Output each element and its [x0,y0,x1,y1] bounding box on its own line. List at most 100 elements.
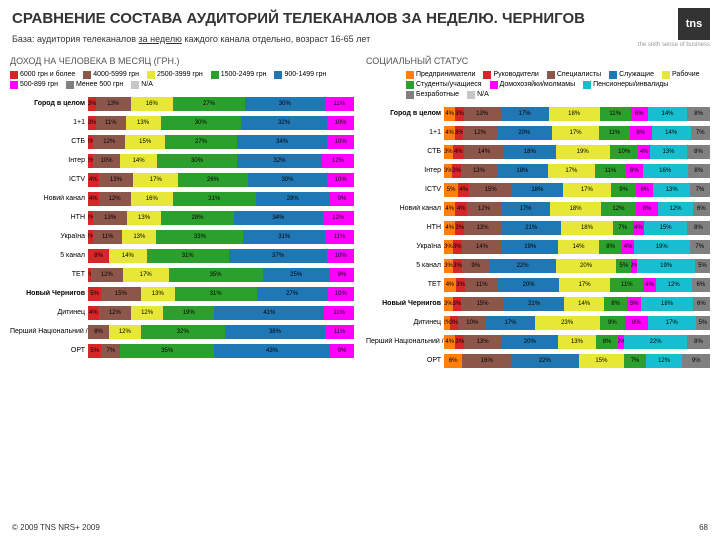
chart-row: 5 канал3%3%9%22%20%5%2%19%5% [366,257,710,275]
bar-segment: 19% [637,259,694,273]
legend-item: Безработные [406,91,459,99]
bar-segment: 5% [695,259,710,273]
chart-row: Дитинец2%3%10%17%23%9%8%17%5% [366,314,710,332]
bar-segment: 17% [501,202,550,216]
bar-segment: 6% [631,107,648,121]
bar-segment: 30% [157,154,237,168]
bar-segment: 3% [444,164,452,178]
chart-row: Інтер2%10%14%30%32%12% [10,152,354,170]
legend-label: Руководители [493,71,538,78]
bar-segment: 19% [556,145,610,159]
bar-segment: 10% [610,145,639,159]
bar-segment: 17% [501,107,549,121]
bar-segment: 16% [131,97,174,111]
bar-segment: 22% [624,335,687,349]
row-label: 1+1 [10,119,88,126]
stacked-bar: 5%15%13%31%27%10% [88,287,354,301]
row-label: Новий канал [366,205,444,212]
bar-segment: 28% [161,211,234,225]
bar-segment: 35% [169,268,263,282]
bar-segment: 23% [535,316,600,330]
bar-segment: 11% [595,164,626,178]
bar-segment: 17% [563,183,611,197]
bar-segment: 31% [147,249,229,263]
bar-segment: 17% [133,173,178,187]
chart-row: НТН4%3%13%21%18%7%4%15%8% [366,219,710,237]
bar-segment: 22% [511,354,578,368]
bar-segment: 13% [464,335,501,349]
bar-segment: 32% [241,116,327,130]
right-chart: Город в целом4%3%13%17%18%11%6%14%8%1+14… [366,105,710,370]
bar-segment: 27% [257,287,328,301]
row-label: Дитинец [10,309,88,316]
stacked-bar: 1%12%17%35%25%9% [88,268,354,282]
bar-segment: 4% [444,202,455,216]
legend-label: Домохозяйки/молмамы [500,81,576,88]
bar-segment: 31% [175,287,257,301]
row-label: Інтер [366,167,444,174]
chart-row: Новий канал4%4%12%17%18%12%8%12%6% [366,200,710,218]
stacked-bar: 4%3%12%20%17%11%8%14%7% [444,126,710,140]
bar-segment: 10% [327,249,354,263]
stacked-bar: 3%3%14%19%14%8%4%19%7% [444,240,710,254]
bar-segment: 20% [556,259,616,273]
bar-segment: 28% [256,192,330,206]
bar-segment: 4% [88,306,99,320]
bar-segment: 13% [464,107,501,121]
legend-label: Пенсионеры/инвалиды [593,81,668,88]
tns-logo: tns [678,8,710,40]
row-label: ICTV [10,176,88,183]
legend-label: 2500-3999 грн [157,71,203,78]
stacked-bar: 3%3%9%22%20%5%2%19%5% [444,259,710,273]
bar-segment: 17% [648,316,696,330]
legend-label: 900-1499 грн [284,71,326,78]
row-label: ТЕТ [366,281,444,288]
bar-segment: 9% [600,316,625,330]
legend-swatch [406,71,414,79]
legend-swatch [583,81,591,89]
stacked-bar: 4%3%13%21%18%7%4%15%8% [444,221,710,235]
bar-segment: 9% [330,192,354,206]
bar-segment: 15% [579,354,625,368]
bar-segment: 11% [465,278,498,292]
bar-segment: 3% [455,335,464,349]
bar-segment: 11% [610,278,643,292]
legend-item: Предприниматели [406,71,475,79]
bar-segment: 3% [452,164,460,178]
bar-segment: 26% [178,173,247,187]
bar-segment: 7% [624,354,645,368]
bar-segment: 5% [696,316,710,330]
bar-segment: 15% [469,183,511,197]
bar-segment: 7% [691,126,710,140]
legend-label: 500-899 грн [20,81,58,88]
bar-segment: 6% [444,354,462,368]
bar-segment: 13% [127,211,161,225]
row-label: 1+1 [366,129,444,136]
legend-item: 2500-3999 грн [147,71,203,79]
bar-segment: 4% [444,221,455,235]
legend-item: Рабочие [662,71,700,79]
chart-row: НТН2%13%13%28%34%12% [10,209,354,227]
bar-segment: 5% [444,183,458,197]
bar-segment: 13% [93,211,127,225]
legend-swatch [211,71,219,79]
legend-swatch [406,81,414,89]
bar-segment: 27% [173,97,245,111]
footer: © 2009 TNS NRS+ 2009 [12,523,100,532]
bar-segment: 18% [504,145,555,159]
page-title: СРАВНЕНИЕ СОСТАВА АУДИТОРИЙ ТЕЛЕКАНАЛОВ … [12,10,708,28]
chart-row: Україна2%11%13%33%31%11% [10,228,354,246]
bar-segment: 25% [263,268,330,282]
bar-segment: 5% [616,259,631,273]
bar-segment: 31% [173,192,255,206]
chart-row: Перший Національний / УТ-18%12%32%38%11% [10,323,354,341]
bar-segment: 13% [122,230,156,244]
page-number: 68 [699,523,708,532]
bar-segment: 10% [327,116,354,130]
bar-segment: 8% [625,316,648,330]
chart-row: ТЕТ1%12%17%35%25%9% [10,266,354,284]
bar-segment: 12% [656,278,692,292]
bar-segment: 8% [604,297,627,311]
bar-segment: 3% [453,297,462,311]
bar-segment: 4% [458,183,469,197]
